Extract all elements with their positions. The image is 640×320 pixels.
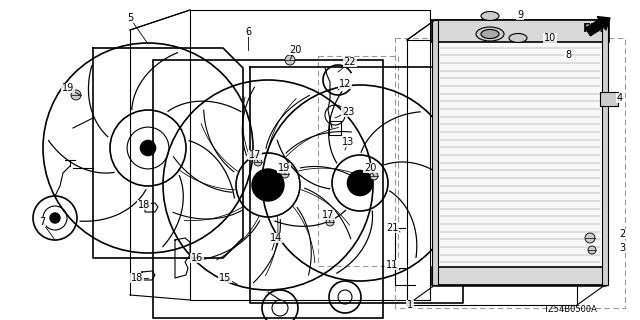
Text: 5: 5 (127, 13, 133, 23)
Text: 12: 12 (339, 79, 351, 89)
Circle shape (252, 169, 284, 201)
Text: 11: 11 (386, 260, 398, 270)
Text: 20: 20 (289, 45, 301, 55)
Text: 17: 17 (249, 150, 261, 160)
Text: 16: 16 (191, 253, 203, 263)
Text: 19: 19 (62, 83, 74, 93)
Text: 6: 6 (245, 27, 251, 37)
Circle shape (71, 90, 81, 100)
Text: 18: 18 (138, 200, 150, 210)
Ellipse shape (481, 29, 499, 38)
Text: 23: 23 (342, 107, 354, 117)
Bar (431, 20, 609, 42)
Circle shape (281, 170, 289, 178)
Text: 18: 18 (131, 273, 143, 283)
Bar (600, 92, 618, 106)
Text: 7: 7 (39, 217, 45, 227)
Circle shape (585, 233, 595, 243)
Circle shape (140, 140, 156, 156)
Text: 17: 17 (322, 210, 334, 220)
Circle shape (326, 218, 334, 226)
Text: 13: 13 (342, 137, 354, 147)
Text: 3: 3 (619, 243, 625, 253)
Circle shape (50, 213, 60, 223)
Circle shape (588, 246, 596, 254)
Text: 8: 8 (565, 50, 571, 60)
Ellipse shape (509, 34, 527, 43)
Text: 19: 19 (278, 163, 290, 173)
Text: 9: 9 (517, 10, 523, 20)
FancyArrow shape (586, 17, 610, 36)
Text: 15: 15 (219, 273, 231, 283)
Bar (395, 38, 625, 308)
Bar (602, 20, 608, 285)
Bar (153, 60, 383, 318)
Text: FR.: FR. (583, 21, 605, 35)
Circle shape (254, 158, 262, 166)
Ellipse shape (476, 27, 504, 41)
Text: 2: 2 (619, 229, 625, 239)
Text: 14: 14 (270, 233, 282, 243)
Text: 1: 1 (407, 300, 413, 310)
Bar (432, 267, 608, 285)
Bar (318, 56, 398, 266)
Text: 21: 21 (386, 223, 398, 233)
Bar (432, 20, 438, 285)
Text: 4: 4 (617, 93, 623, 103)
Circle shape (370, 172, 378, 180)
Text: 10: 10 (544, 33, 556, 43)
Bar (435, 20, 605, 285)
Circle shape (285, 55, 295, 65)
Text: 20: 20 (364, 163, 376, 173)
Ellipse shape (481, 12, 499, 20)
Text: TZ54B0500A: TZ54B0500A (543, 306, 597, 315)
Text: 22: 22 (344, 57, 356, 67)
Circle shape (348, 170, 372, 196)
